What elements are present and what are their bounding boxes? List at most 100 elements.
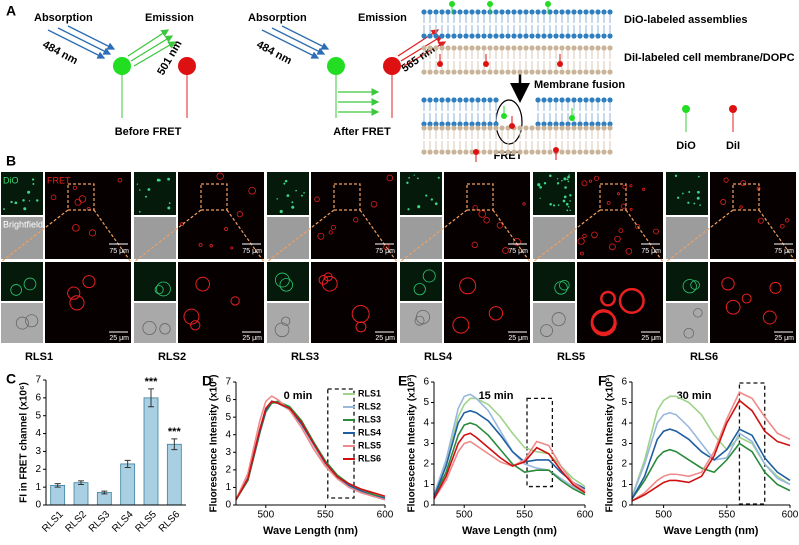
lipid-head: [571, 125, 577, 131]
fret-spot: [330, 224, 336, 230]
dio-spot: [562, 199, 566, 203]
dio-cell: [279, 278, 294, 292]
zoom-line: [359, 209, 398, 263]
lipid-head: [565, 97, 571, 103]
lipid-head: [463, 9, 469, 15]
fret-spot: [779, 223, 785, 229]
lipid-head: [451, 45, 457, 51]
lipid-head: [499, 69, 505, 75]
x-tick-label: 550: [718, 510, 735, 521]
lipid-head: [505, 9, 511, 15]
lipid-head: [559, 149, 565, 155]
lipid-head: [589, 33, 595, 39]
y-tick-label: 0: [621, 500, 627, 511]
fret-spot: [606, 200, 611, 205]
scale-label: 25 μm: [774, 335, 794, 342]
dio-spot: [437, 176, 440, 179]
lipid-head: [565, 125, 571, 131]
error-bar: [148, 388, 154, 408]
dio-cell: [413, 283, 426, 296]
lipid-head: [541, 97, 547, 103]
brightfield-image: [666, 303, 708, 343]
fret-spot: [78, 195, 87, 203]
lipid-head: [439, 9, 445, 15]
zoom-box: [67, 183, 95, 211]
lipid-head: [451, 125, 457, 131]
zoom-box: [599, 183, 627, 211]
lipid-head: [481, 149, 487, 155]
y-tick-label: 2: [621, 459, 627, 470]
y-tick-label: 6: [35, 392, 41, 403]
lipid-head: [571, 9, 577, 15]
lipid-head: [463, 125, 469, 131]
lipid-head: [451, 149, 457, 155]
fret-spot: [513, 238, 521, 246]
fret-spot: [618, 228, 624, 234]
fret-spot: [483, 217, 490, 224]
absorption-arrows: [261, 25, 330, 59]
legend-label: RLS6: [358, 453, 381, 463]
dio-spot: [566, 209, 569, 212]
fret-spot: [757, 217, 764, 224]
y-tick-label: 1: [621, 479, 627, 490]
lipid-head: [463, 45, 469, 51]
membrane-schematic: DiO-labeled assemblies DiI-labeled cell …: [421, 1, 795, 162]
dio-spot: [567, 180, 570, 183]
dio-spot: [549, 174, 552, 178]
dio-spot: [539, 185, 542, 189]
lipid-head: [541, 149, 547, 155]
lipid-head: [487, 125, 493, 131]
fret-cell: [318, 274, 329, 285]
lipid-head: [565, 33, 571, 39]
probe-dye: [449, 1, 455, 7]
highlight-box: [526, 397, 554, 488]
scale-label: 75 μm: [375, 248, 395, 255]
dio-spot: [567, 205, 570, 208]
lipid-head: [589, 69, 595, 75]
y-tick-label: 6: [423, 377, 429, 388]
x-tick-label: 600: [377, 510, 394, 521]
bright-cell: [15, 316, 29, 330]
lipid-head: [451, 69, 457, 75]
x-tick-label: RLS3: [87, 509, 113, 535]
fret-spot: [720, 199, 727, 205]
lipid-head: [553, 125, 559, 131]
bar: [143, 397, 159, 506]
x-tick-label: 500: [456, 510, 473, 521]
lipid-head: [607, 69, 613, 75]
group-label: RLS3: [291, 351, 319, 363]
lipid-head: [577, 125, 583, 131]
probe-dye: [545, 1, 551, 7]
lipid-head: [463, 97, 469, 103]
lipid-head: [517, 9, 523, 15]
dio-spot: [569, 209, 571, 211]
bright-cell: [693, 308, 703, 318]
series-line: [433, 440, 586, 500]
dio-spot: [138, 211, 141, 213]
fret-cell: [488, 306, 504, 321]
lipid-head: [487, 121, 493, 127]
fret-cell: [741, 293, 752, 304]
lipid-head: [445, 149, 451, 155]
emission-label: Emission: [358, 12, 407, 24]
lipid-head: [559, 97, 565, 103]
series-line: [631, 442, 791, 500]
dio-image: [1, 172, 43, 215]
lipid-head: [535, 69, 541, 75]
lipid-head: [433, 125, 439, 131]
scale-label: 25 μm: [375, 335, 395, 342]
dio-spot: [145, 195, 147, 198]
lipid-head: [505, 45, 511, 51]
fret-spot: [591, 231, 598, 239]
panel-label: A: [6, 3, 16, 19]
group-label: RLS1: [25, 351, 53, 363]
dio-image: [134, 262, 176, 301]
lipid-head: [457, 69, 463, 75]
channel-label: DiO: [3, 175, 19, 185]
fret-spot: [230, 246, 234, 250]
dio-image: [267, 172, 309, 215]
lipid-head: [571, 45, 577, 51]
lipid-head: [541, 121, 547, 127]
series-line: [631, 411, 791, 498]
lipid-head: [463, 121, 469, 127]
